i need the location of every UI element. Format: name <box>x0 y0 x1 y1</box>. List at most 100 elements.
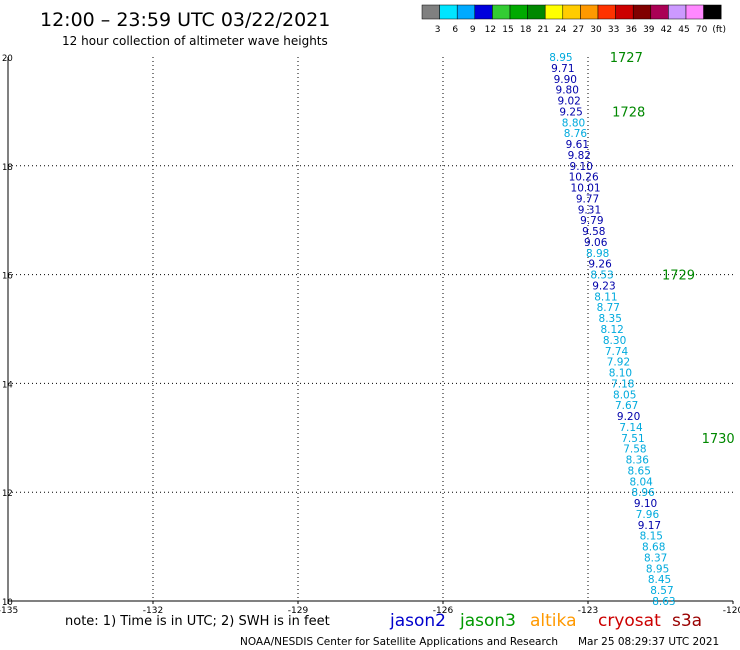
colorbar-label: 24 <box>555 25 567 35</box>
swh-data-label: 9.20 <box>617 411 640 423</box>
swh-data-label: 8.65 <box>628 465 651 477</box>
swh-data-label: 9.26 <box>588 259 612 271</box>
axis-frame <box>7 57 733 602</box>
color-scale-legend: 3 6 9 12 15 18 21 24 27 30 33 36 39 42 45 70 (ft) <box>421 4 726 35</box>
swh-data-label: 7.58 <box>623 444 646 456</box>
time-label: 1727 <box>610 51 643 66</box>
swh-data-label: 7.14 <box>619 422 643 434</box>
swh-data-label: 10.01 <box>571 183 601 195</box>
colorbar-swatch <box>668 4 687 20</box>
colorbar-swatch <box>439 4 458 20</box>
colorbar-swatch <box>527 4 546 20</box>
swh-data-label: 7.67 <box>615 400 638 412</box>
swh-data-label: 7.51 <box>621 433 644 445</box>
colorbar-label: 9 <box>470 25 476 35</box>
swh-data-label: 9.17 <box>638 520 661 532</box>
time-label: 1729 <box>662 269 695 284</box>
swh-data-label: 8.15 <box>640 531 663 543</box>
satellite-name: s3a <box>672 611 702 631</box>
colorbar-swatch <box>562 4 581 20</box>
colorbar-label: 45 <box>678 25 689 35</box>
colorbar-swatch <box>580 4 599 20</box>
colorbar-label: 33 <box>608 25 619 35</box>
y-tick-label: 18 <box>2 163 13 173</box>
colorbar-swatch <box>544 4 564 20</box>
swh-data-label: 8.04 <box>629 476 653 488</box>
footnote: note: 1) Time is in UTC; 2) SWH is in fe… <box>65 614 330 629</box>
swh-data-label: 9.10 <box>634 498 657 510</box>
swh-data-label: 9.79 <box>580 215 603 227</box>
swh-data-label: 9.61 <box>566 139 589 151</box>
swh-data-label: 9.10 <box>570 161 593 173</box>
y-tick-label: 10 <box>2 598 13 608</box>
swh-data-label: 9.58 <box>582 226 605 238</box>
time-labels: 1727 1728 1729 1730 <box>610 51 735 447</box>
colorbar-swatch <box>650 4 669 20</box>
swh-data-label: 8.05 <box>613 389 636 401</box>
credit-text: NOAA/NESDIS Center for Satellite Applica… <box>240 636 558 648</box>
y-tick-label: 12 <box>2 489 13 499</box>
colorbar-label: 39 <box>643 25 655 35</box>
colorbar-label: 36 <box>625 25 637 35</box>
colorbar-label: (ft) <box>712 25 726 35</box>
tick-labels: -135 -132 -129 -126 -123 -120 10 12 14 16 18 20 <box>0 54 740 616</box>
swh-data-label: 8.37 <box>644 552 667 564</box>
satellite-legend: jason2 jason3 altika cryosat s3a <box>389 611 702 631</box>
satellite-name: jason3 <box>459 611 516 631</box>
swh-data-label: 8.80 <box>562 117 585 129</box>
swh-data-label: 8.77 <box>597 302 620 314</box>
colorbar-label: 27 <box>573 25 584 35</box>
satellite-name: altika <box>530 611 577 631</box>
y-tick-label: 14 <box>2 380 13 390</box>
time-label: 1730 <box>702 432 735 447</box>
swh-data-label: 8.35 <box>599 313 622 325</box>
swh-data-label: 10.26 <box>569 172 599 184</box>
swh-data-label: 9.23 <box>592 280 615 292</box>
satellite-name: jason2 <box>389 611 446 631</box>
colorbar-swatch <box>597 4 616 20</box>
swh-data-label: 8.36 <box>626 455 650 467</box>
x-tick-label: -132 <box>143 606 163 616</box>
swh-data-label: 8.11 <box>594 291 617 303</box>
chart-title: 12:00 – 23:59 UTC 03/22/2021 <box>40 9 330 31</box>
y-tick-label: 20 <box>2 54 13 64</box>
grid-lines <box>8 57 733 601</box>
colorbar-swatch <box>421 4 440 20</box>
colorbar-swatch <box>615 4 634 20</box>
timestamp-text: Mar 25 08:29:37 UTC 2021 <box>578 636 719 648</box>
time-label: 1728 <box>612 105 645 120</box>
colorbar-swatch <box>509 4 528 20</box>
colorbar-swatch <box>492 4 511 20</box>
y-tick-label: 16 <box>2 272 13 282</box>
swh-data-label: 9.80 <box>556 85 579 97</box>
colorbar-swatch <box>632 4 652 20</box>
colorbar-label: 3 <box>435 25 441 35</box>
swh-data-label: 7.96 <box>636 509 660 521</box>
x-tick-label: -123 <box>578 606 598 616</box>
colorbar-label: 70 <box>696 25 708 35</box>
colorbar-label: 30 <box>590 25 602 35</box>
colorbar-label: 15 <box>502 25 513 35</box>
swh-data-label: 9.90 <box>554 74 577 86</box>
colorbar-label: 21 <box>537 25 548 35</box>
swh-data-label: 9.31 <box>578 204 601 216</box>
swh-data-label: 7.18 <box>611 378 634 390</box>
swh-data-label: 8.76 <box>564 128 588 140</box>
colorbar-swatch <box>685 4 704 20</box>
swh-data-label: 9.06 <box>584 237 608 249</box>
colorbar-label: 42 <box>661 25 672 35</box>
swh-data-label: 8.45 <box>648 574 671 586</box>
swh-data-label: 8.57 <box>650 585 673 597</box>
swh-data-label: 9.02 <box>557 96 580 108</box>
x-tick-label: -120 <box>723 606 740 616</box>
data-points: 8.959.719.909.809.029.258.808.769.619.82… <box>549 52 675 608</box>
swh-data-label: 7.74 <box>605 346 629 358</box>
swh-data-label: 9.82 <box>568 150 591 162</box>
swh-data-label: 8.68 <box>642 542 665 554</box>
colorbar-label: 6 <box>452 25 458 35</box>
x-tick-label: -126 <box>433 606 454 616</box>
swh-data-label: 9.77 <box>576 193 599 205</box>
swh-data-label: 9.71 <box>551 63 574 75</box>
swh-data-label: 8.95 <box>549 52 572 64</box>
